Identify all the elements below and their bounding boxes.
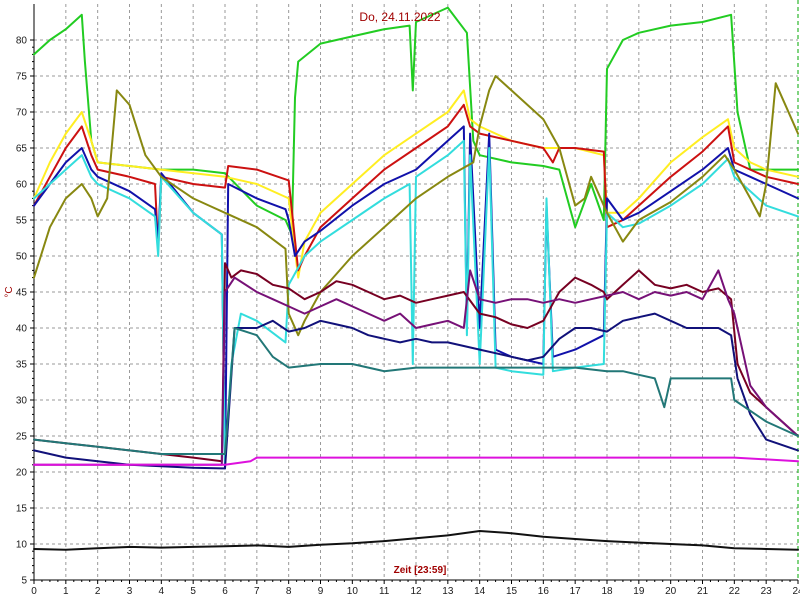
x-tick-label: 22 [729, 586, 741, 597]
x-tick-label: 12 [410, 586, 422, 597]
y-tick-label: 35 [16, 360, 28, 371]
x-tick-label: 5 [190, 586, 196, 597]
x-tick-label: 7 [254, 586, 260, 597]
x-axis-label: Zeit [23:59] [394, 565, 447, 576]
y-tick-label: 10 [16, 540, 28, 551]
x-tick-label: 23 [761, 586, 773, 597]
x-tick-label: 2 [95, 586, 101, 597]
x-tick-label: 11 [379, 586, 390, 597]
x-tick-label: 20 [665, 586, 677, 597]
y-axis-label: °C [4, 286, 15, 297]
x-tick-label: 4 [159, 586, 165, 597]
x-tick-label: 1 [63, 586, 69, 597]
x-tick-label: 0 [31, 586, 37, 597]
x-tick-label: 10 [347, 586, 359, 597]
y-tick-label: 75 [16, 72, 28, 83]
y-tick-label: 15 [16, 504, 28, 515]
y-tick-label: 80 [16, 36, 28, 47]
x-tick-label: 3 [127, 586, 133, 597]
x-tick-label: 6 [222, 586, 228, 597]
x-tick-label: 21 [697, 586, 709, 597]
y-tick-label: 30 [16, 396, 28, 407]
y-tick-label: 45 [16, 288, 28, 299]
x-tick-label: 24 [792, 586, 800, 597]
x-tick-label: 9 [318, 586, 324, 597]
y-tick-label: 20 [16, 468, 28, 479]
x-tick-label: 13 [442, 586, 454, 597]
y-tick-label: 25 [16, 432, 28, 443]
chart-title: Do, 24.11.2022 [359, 10, 441, 24]
x-tick-label: 14 [474, 586, 486, 597]
y-tick-label: 40 [16, 324, 28, 335]
y-tick-label: 70 [16, 108, 28, 119]
y-tick-label: 60 [16, 180, 28, 191]
x-tick-label: 16 [538, 586, 550, 597]
x-tick-label: 19 [633, 586, 645, 597]
x-tick-label: 15 [506, 586, 518, 597]
y-tick-label: 55 [16, 216, 28, 227]
y-tick-label: 65 [16, 144, 28, 155]
y-tick-label: 50 [16, 252, 28, 263]
x-tick-label: 18 [601, 586, 613, 597]
x-tick-label: 8 [286, 586, 292, 597]
x-tick-label: 17 [570, 586, 582, 597]
y-tick-label: 5 [21, 576, 27, 587]
